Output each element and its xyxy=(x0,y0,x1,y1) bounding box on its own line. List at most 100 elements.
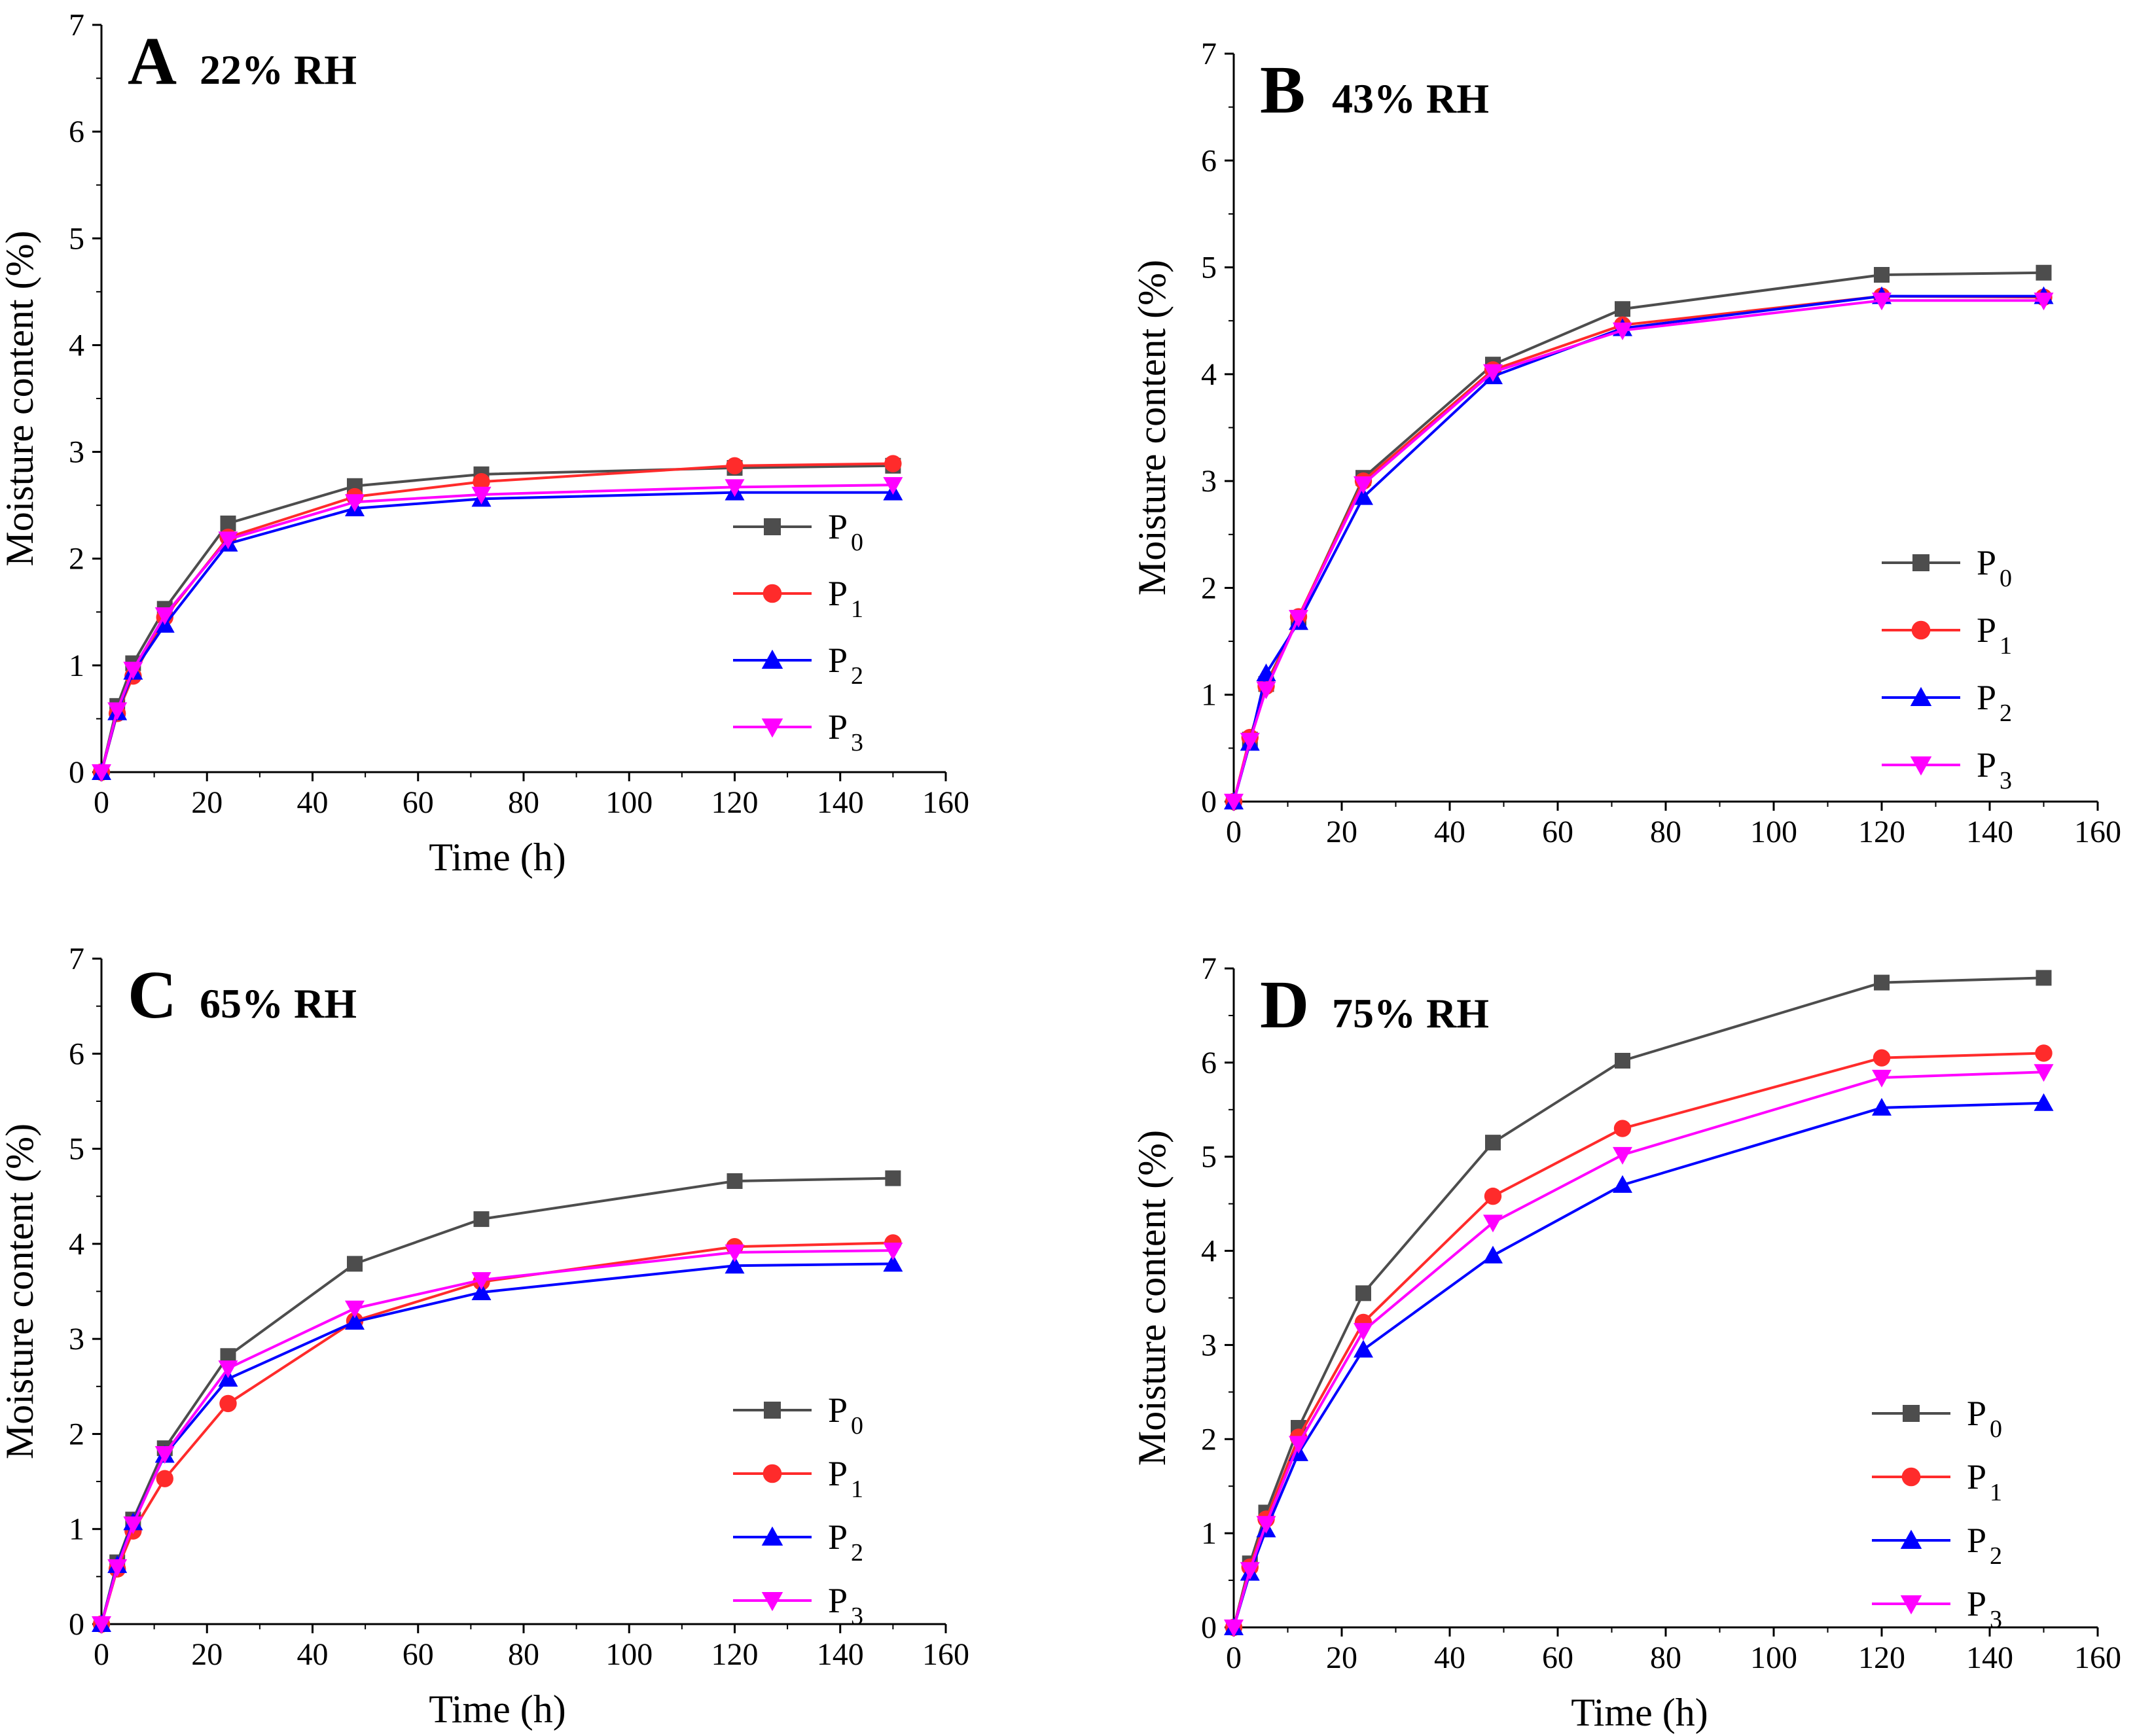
marker-triangle-up-4 xyxy=(1354,487,1373,505)
y-axis-title: Moisture content (%) xyxy=(0,230,41,566)
x-tick-label: 20 xyxy=(1326,1640,1357,1675)
marker-triangle-down-legend xyxy=(761,1592,783,1612)
marker-square-7 xyxy=(1874,974,1890,991)
x-tick-label: 160 xyxy=(922,1637,969,1672)
series-line xyxy=(100,1241,893,1625)
marker-square-6 xyxy=(1615,1052,1630,1069)
x-tick-label: 160 xyxy=(2074,815,2121,849)
x-axis-title: Time (h) xyxy=(429,836,565,879)
x-tick-label: 140 xyxy=(817,785,864,820)
x-axis-title: Time (h) xyxy=(1571,1691,1708,1734)
series-p3 xyxy=(1224,292,2054,811)
marker-square-8 xyxy=(2036,970,2052,986)
legend-label: P xyxy=(828,574,848,613)
legend-label: P xyxy=(1977,543,1996,582)
marker-triangle-up-7 xyxy=(1872,1097,1892,1116)
marker-circle-5 xyxy=(1484,1187,1502,1205)
x-tick-label: 120 xyxy=(1858,1640,1905,1675)
y-tick-label: 4 xyxy=(1201,1234,1217,1269)
series-p2 xyxy=(92,1254,903,1632)
y-tick-label: 1 xyxy=(69,1512,84,1547)
marker-triangle-down-2 xyxy=(123,1516,143,1534)
x-tick-label: 160 xyxy=(2074,1640,2121,1675)
legend-label: P xyxy=(1977,611,1996,650)
series-line xyxy=(1232,1071,2044,1628)
marker-triangle-down-8 xyxy=(2034,292,2054,311)
panel-title: 75% RH xyxy=(1332,990,1489,1036)
marker-circle-legend xyxy=(762,1464,782,1483)
marker-square-legend xyxy=(764,518,781,535)
x-tick-label: 140 xyxy=(817,1637,864,1672)
marker-square-legend xyxy=(1912,554,1929,571)
y-tick-label: 5 xyxy=(69,221,84,256)
series-line xyxy=(1232,294,2044,802)
x-tick-label: 60 xyxy=(1542,815,1573,849)
y-tick-label: 7 xyxy=(69,8,84,43)
x-tick-label: 120 xyxy=(711,785,759,820)
x-tick-label: 0 xyxy=(94,785,109,820)
series-line xyxy=(1232,271,2044,802)
legend-label: P xyxy=(1967,1584,1986,1623)
panel-letter: B xyxy=(1260,52,1305,128)
marker-square-legend xyxy=(1903,1405,1920,1422)
marker-triangle-down-5 xyxy=(345,494,365,512)
marker-triangle-down-legend xyxy=(1910,756,1932,776)
y-tick-label: 1 xyxy=(1201,1516,1217,1551)
y-tick-label: 2 xyxy=(1201,571,1217,605)
x-tick-label: 80 xyxy=(1650,815,1681,849)
x-tick-label: 60 xyxy=(403,785,434,820)
legend-label-sub: 1 xyxy=(851,595,863,623)
marker-triangle-down-1 xyxy=(1240,1562,1260,1580)
series-p2 xyxy=(1224,1093,2054,1635)
legend-label-sub: 2 xyxy=(851,662,863,690)
marker-triangle-down-7 xyxy=(725,1244,745,1262)
legend-label: P xyxy=(828,1517,848,1557)
marker-circle-legend xyxy=(762,584,782,603)
legend-label-sub: 0 xyxy=(851,1412,863,1440)
y-tick-label: 4 xyxy=(1201,357,1217,392)
marker-triangle-down-7 xyxy=(1872,292,1892,311)
legend: P 0P 1P 2P 3 xyxy=(733,507,863,756)
y-tick-label: 2 xyxy=(1201,1422,1217,1457)
marker-square-legend xyxy=(764,1402,781,1419)
x-tick-label: 120 xyxy=(1858,815,1905,849)
x-tick-label: 0 xyxy=(1226,815,1242,849)
panel-letter: C xyxy=(128,957,177,1033)
marker-triangle-down-2 xyxy=(123,662,143,680)
panel-title: 65% RH xyxy=(200,980,357,1027)
legend-label: P xyxy=(828,707,848,747)
legend-label-sub: 2 xyxy=(1990,1542,2002,1570)
marker-triangle-up-8 xyxy=(2034,1093,2054,1111)
marker-circle-8 xyxy=(2035,1044,2053,1062)
y-tick-label: 5 xyxy=(1201,1140,1217,1175)
x-axis-title: Time (h) xyxy=(429,1688,565,1731)
y-tick-label: 7 xyxy=(1201,37,1217,71)
marker-square-4 xyxy=(220,515,236,531)
x-tick-label: 80 xyxy=(508,1637,539,1672)
marker-circle-8 xyxy=(884,455,902,472)
x-tick-label: 0 xyxy=(1226,1640,1242,1675)
x-tick-label: 100 xyxy=(1750,815,1797,849)
marker-triangle-down-8 xyxy=(2034,1064,2054,1082)
panel-title: 22% RH xyxy=(200,46,357,93)
marker-triangle-down-6 xyxy=(1613,1146,1632,1165)
marker-circle-3 xyxy=(156,1470,173,1487)
legend-label-sub: 1 xyxy=(851,1476,863,1503)
marker-square-8 xyxy=(885,1170,901,1186)
series-line xyxy=(100,1249,893,1625)
marker-triangle-up-5 xyxy=(345,1311,365,1330)
marker-triangle-down-2 xyxy=(1256,1515,1276,1534)
x-tick-label: 0 xyxy=(94,1637,109,1672)
legend: P 0P 1P 2P 3 xyxy=(1882,543,2012,794)
x-tick-label: 20 xyxy=(191,1637,223,1672)
marker-triangle-up-8 xyxy=(883,1254,903,1272)
y-tick-label: 7 xyxy=(69,942,84,976)
series-p1 xyxy=(1225,287,2053,811)
legend-label-sub: 2 xyxy=(851,1539,863,1567)
marker-triangle-down-7 xyxy=(1872,1069,1892,1088)
series-p3 xyxy=(92,1243,903,1634)
